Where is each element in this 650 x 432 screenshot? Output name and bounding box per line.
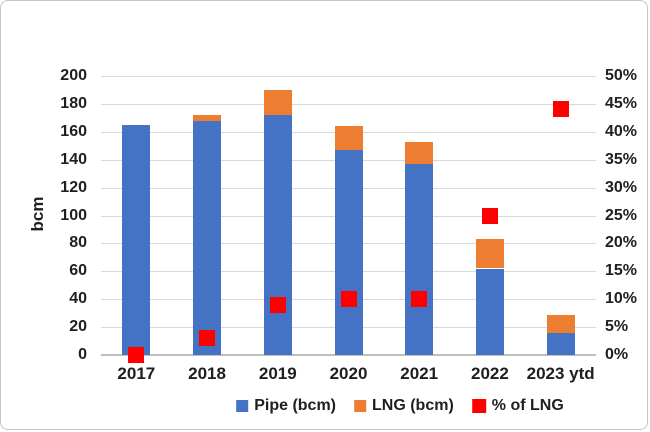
bar-pipe [546,332,575,355]
y-axis-tick-label: 20 [69,318,87,336]
legend-label: % of LNG [491,397,564,414]
bar-pipe [193,120,222,355]
right-axis-tick-label: 40% [605,122,638,140]
y-axis-tick-label: 120 [60,178,87,196]
gridline [101,103,596,105]
right-axis-tick-label: 50% [605,67,638,84]
marker-pct-of-lng [269,296,286,313]
legend-color-swatch-icon [354,400,367,412]
x-axis-category-label: 2022 [471,364,509,383]
bar-pipe [263,115,292,355]
x-axis-category-label: 2021 [400,364,439,383]
right-axis-tick-label: 15% [605,262,638,280]
x-axis-category-label: 2023 ytd [526,364,595,383]
bar-lng [334,126,363,150]
legend-item-of-lng: % of LNG [471,397,564,415]
right-axis-tick-label: 10% [605,290,638,308]
x-axis-category-label: 2020 [329,364,368,383]
x-axis-category-label: 2019 [258,364,297,383]
y-axis-tick-label: 40 [69,290,87,308]
marker-pct-of-lng [411,291,428,308]
bar-lng [263,89,292,116]
bar-lng [405,141,434,164]
bar-pipe [122,124,151,355]
y-axis-tick-label: 160 [60,122,87,140]
right-axis-tick-label: 25% [605,206,638,224]
x-axis-category-label: 2018 [188,364,226,383]
right-axis-tick-label: 35% [605,150,638,168]
right-axis-tick-label: 5% [605,318,629,336]
legend-item-lng-bcm: LNG (bcm) [354,397,454,415]
bar-pipe [405,163,434,355]
right-axis-tick-label: 20% [605,234,638,252]
x-axis-line [101,354,596,356]
y-axis-tick-label: 0 [78,346,87,363]
y-axis-tick-label: 80 [69,234,87,252]
y-axis-tick-label: 60 [69,262,87,280]
x-axis-category-label: 2017 [117,364,156,383]
right-axis-tick-label: 30% [605,178,638,196]
y-axis-tick-label: 140 [60,150,87,168]
gridline [101,76,596,77]
y-axis-tick-label: 180 [60,94,87,112]
legend-color-swatch-icon [236,400,249,412]
marker-pct-of-lng [552,101,569,118]
bar-pipe [334,149,363,355]
marker-pct-of-lng [128,347,145,363]
legend-square-marker-icon [471,399,486,413]
legend-label: Pipe (bcm) [254,397,337,414]
right-axis-tick-label: 0% [605,346,629,363]
y-axis-tick-label: 100 [60,206,87,224]
bar-lng [193,115,222,121]
marker-pct-of-lng [199,330,216,347]
bar-lng [546,314,575,333]
bar-lng [475,239,504,269]
marker-pct-of-lng [481,207,498,224]
right-axis-tick-label: 45% [605,94,638,112]
y-axis-tick-label: 200 [60,67,87,84]
bar-pipe [475,268,504,355]
legend-label: LNG (bcm) [372,397,454,414]
legend: Pipe (bcm) LNG (bcm) % of LNG [236,397,564,415]
legend-item-pipe-bcm: Pipe (bcm) [236,397,336,415]
marker-pct-of-lng [340,291,357,308]
